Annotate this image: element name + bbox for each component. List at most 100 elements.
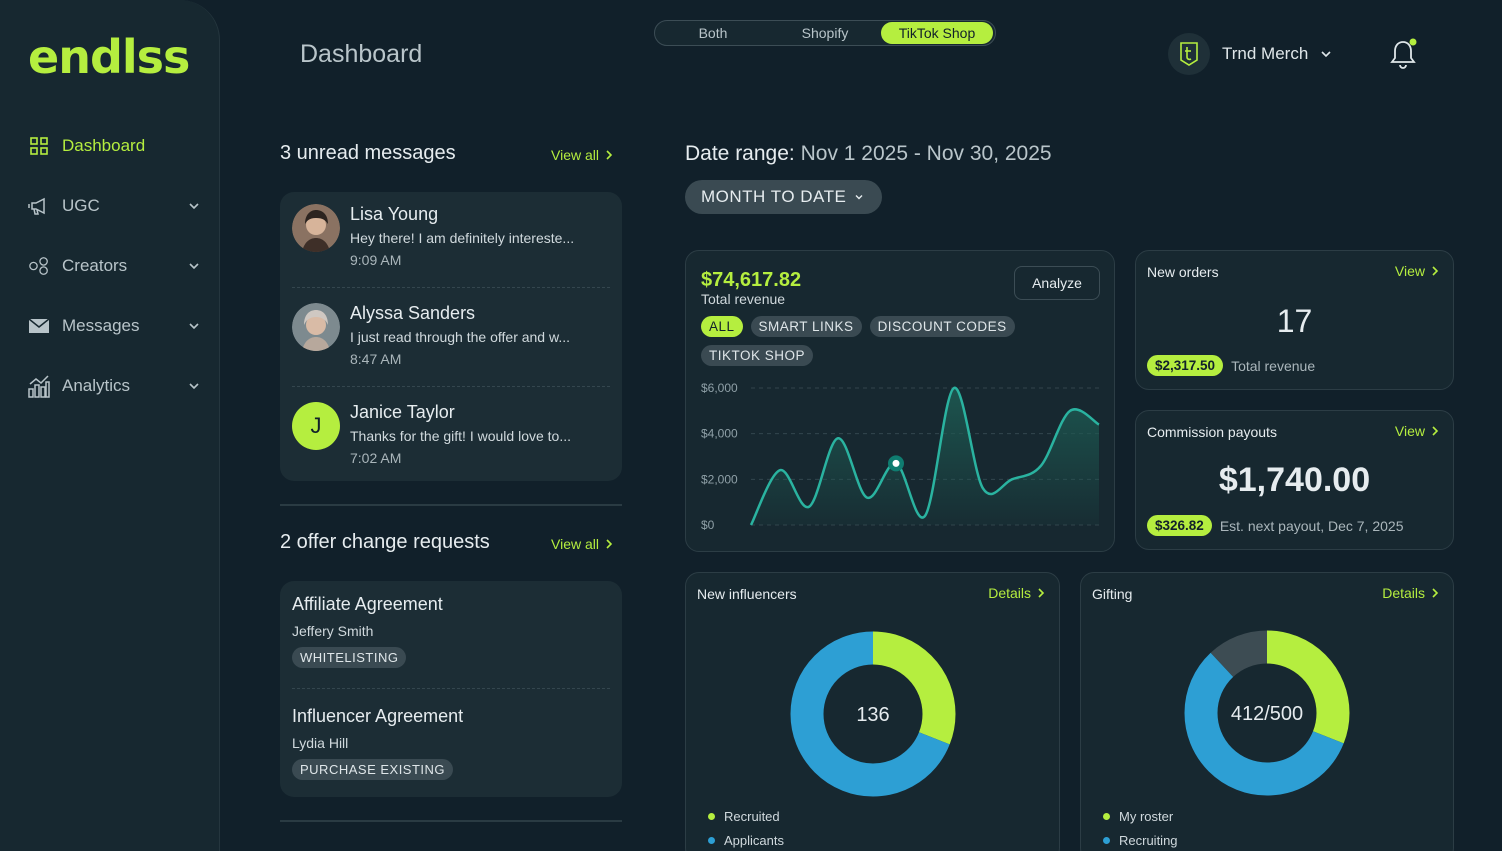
new-influencers-title: New influencers (697, 586, 797, 602)
commission-amount: $1,740.00 (1218, 461, 1371, 499)
people-icon (28, 255, 50, 277)
highlight-point-center (892, 459, 900, 467)
divider (292, 688, 610, 689)
new-orders-revenue: $2,317.50 (1147, 355, 1224, 376)
section-divider (280, 504, 622, 506)
divider (292, 386, 610, 387)
chevron-down-icon[interactable] (188, 380, 200, 392)
offer-title: Affiliate Agreement (292, 594, 443, 614)
new-influencers-panel: New influencers Details 136 Recruited Ap… (685, 572, 1060, 851)
segment-both[interactable]: Both (698, 25, 728, 41)
donut-slice (1184, 630, 1350, 796)
sidebar-item-creators[interactable]: Creators (28, 251, 200, 281)
divider (292, 287, 610, 288)
legend-dot (708, 837, 715, 844)
legend-label: Applicants (724, 833, 784, 848)
chevron-down-icon[interactable] (188, 200, 200, 212)
details-label: Details (1382, 585, 1425, 601)
commission-footer: $326.82 Est. next payout, Dec 7, 2025 (1147, 515, 1403, 536)
message-preview: I just read through the offer and w... (350, 329, 570, 345)
commission-view-link[interactable]: View (1395, 423, 1439, 439)
legend-dot (708, 813, 715, 820)
date-range: Date range: Nov 1 2025 - Nov 30, 2025 (685, 142, 1052, 166)
account-switcher[interactable]: Trnd Merch (1168, 33, 1332, 75)
platform-toggle: Both Shopify TikTok Shop (654, 20, 996, 46)
offer-item[interactable]: Influencer Agreement Lydia Hill PURCHASE… (292, 706, 610, 780)
message-sender: Lisa Young (350, 204, 439, 224)
commission-title: Commission payouts (1147, 424, 1277, 440)
donut-center-label: 136 (856, 704, 889, 726)
y-tick-label: $4,000 (701, 427, 738, 441)
legend-item: Recruiting (1103, 833, 1178, 848)
analyze-button[interactable]: Analyze (1014, 266, 1100, 300)
offer-title: Influencer Agreement (292, 706, 464, 726)
gifting-details-link[interactable]: Details (1382, 585, 1439, 601)
new-orders-footer: $2,317.50 Total revenue (1147, 355, 1315, 376)
offer-creator: Lydia Hill (292, 735, 349, 751)
message-time: 7:02 AM (350, 450, 402, 466)
new-orders-title: New orders (1147, 264, 1219, 280)
new-influencers-details-link[interactable]: Details (988, 585, 1045, 601)
new-orders-view-link[interactable]: View (1395, 263, 1439, 279)
gifting-donut-chart: 412/500 (1184, 630, 1350, 796)
sidebar-item-messages[interactable]: Messages (28, 311, 200, 341)
messages-view-all-link[interactable]: View all (551, 147, 613, 163)
y-tick-label: $6,000 (701, 381, 738, 395)
message-item[interactable]: Alyssa Sanders I just read through the o… (292, 291, 610, 381)
chevron-right-icon (606, 150, 613, 160)
revenue-filters: ALL SMART LINKS DISCOUNT CODES TIKTOK SH… (701, 316, 1061, 366)
messages-title: 3 unread messages (280, 142, 456, 164)
chevron-down-icon[interactable] (188, 320, 200, 332)
chevron-down-icon[interactable] (188, 260, 200, 272)
view-all-label: View all (551, 147, 599, 163)
notification-bell-icon[interactable] (1388, 38, 1418, 70)
new-orders-revenue-label: Total revenue (1231, 357, 1316, 374)
chevron-down-icon (1321, 51, 1331, 58)
filter-discount-codes[interactable]: DISCOUNT CODES (869, 316, 1015, 337)
legend-item: Recruited (708, 809, 780, 824)
message-time: 8:47 AM (350, 351, 402, 367)
filter-smart-links[interactable]: SMART LINKS (750, 316, 862, 337)
filter-tiktok-shop[interactable]: TIKTOK SHOP (701, 345, 814, 366)
message-item[interactable]: J Janice Taylor Thanks for the gift! I w… (292, 390, 610, 480)
app-logo[interactable]: endlss (28, 30, 190, 84)
avatar: J (292, 402, 340, 450)
message-sender: Janice Taylor (350, 402, 455, 422)
legend-dot (1103, 813, 1110, 820)
offers-title: 2 offer change requests (280, 531, 490, 553)
legend-item: My roster (1103, 809, 1173, 824)
total-revenue-label: Total revenue (701, 291, 786, 307)
account-name: Trnd Merch (1222, 44, 1309, 63)
avatar (292, 303, 340, 351)
chevron-right-icon (1038, 588, 1045, 598)
store-logo-icon (1168, 33, 1210, 75)
date-range-label: Date range: (685, 142, 795, 165)
segment-shopify[interactable]: Shopify (801, 25, 849, 41)
sidebar-item-label: Analytics (62, 376, 131, 395)
view-all-label: View all (551, 536, 599, 552)
megaphone-icon (28, 195, 50, 217)
donut-slice (790, 631, 956, 797)
segment-tiktok-shop[interactable]: TikTok Shop (881, 22, 993, 44)
new-orders-count: 17 (1276, 303, 1313, 339)
message-time: 9:09 AM (350, 252, 402, 268)
commission-panel: Commission payouts View $1,740.00 $326.8… (1135, 410, 1454, 550)
gifting-panel: Gifting Details 412/500 My roster Recrui… (1080, 572, 1454, 851)
offer-item[interactable]: Affiliate Agreement Jeffery Smith WHITEL… (292, 594, 610, 668)
legend-label: My roster (1119, 809, 1174, 824)
date-preset-dropdown[interactable]: MONTH TO DATE (685, 180, 883, 214)
offers-view-all-link[interactable]: View all (551, 536, 613, 552)
sidebar-item-dashboard[interactable]: Dashboard (28, 131, 200, 161)
avatar (292, 204, 340, 252)
grid-icon (28, 135, 50, 157)
message-item[interactable]: Lisa Young Hey there! I am definitely in… (292, 192, 610, 282)
sidebar-item-ugc[interactable]: UGC (28, 191, 200, 221)
message-preview: Thanks for the gift! I would love to... (350, 428, 571, 444)
sidebar-item-analytics[interactable]: Analytics (28, 371, 200, 401)
offer-tag: PURCHASE EXISTING (292, 759, 454, 780)
new-orders-panel: New orders View 17 $2,317.50 Total reven… (1135, 250, 1454, 390)
filter-all[interactable]: ALL (701, 316, 743, 337)
next-payout-label: Est. next payout, Dec 7, 2025 (1219, 517, 1404, 534)
y-tick-label: $2,000 (701, 472, 738, 486)
gifting-title: Gifting (1092, 586, 1133, 602)
